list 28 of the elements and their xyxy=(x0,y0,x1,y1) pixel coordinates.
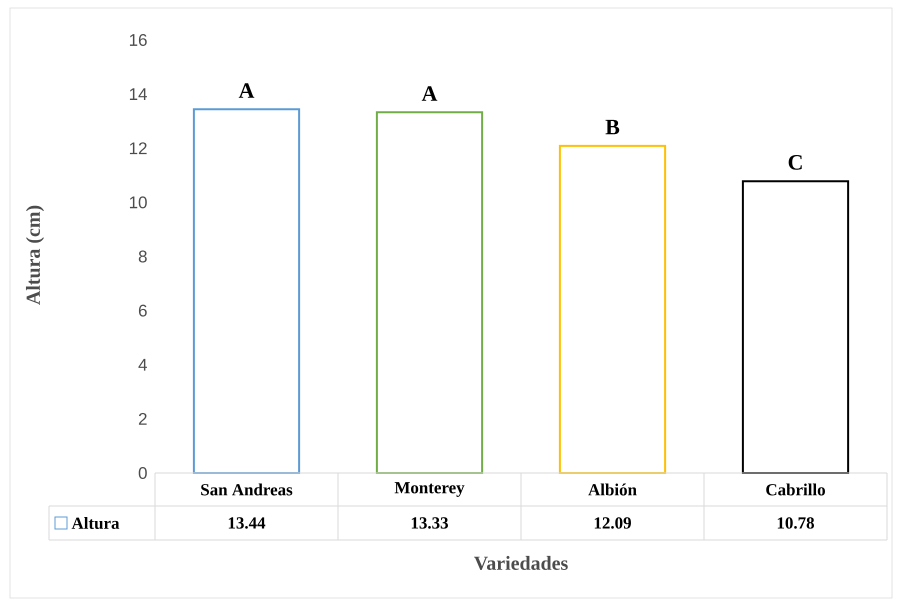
x-tick-label: San Andreas xyxy=(201,484,292,496)
x-tick-label: Monterey xyxy=(394,482,464,497)
y-tick-label: 10 xyxy=(130,196,147,208)
bar xyxy=(192,108,300,474)
annotation: C xyxy=(788,155,802,170)
x-tick-label: Albión xyxy=(588,484,637,496)
bar xyxy=(742,180,850,474)
x-axis-title: Variedades xyxy=(474,556,568,570)
y-tick-label: 6 xyxy=(138,304,147,317)
y-tick-label: 12 xyxy=(130,142,147,154)
y-tick-label: 14 xyxy=(130,88,147,100)
data-label: 10.78 xyxy=(778,517,814,529)
data-label: 13.44 xyxy=(228,517,266,529)
legend-label: Altura xyxy=(72,517,120,529)
y-tick-label: 2 xyxy=(138,412,147,425)
y-axis-title: Altura (cm) xyxy=(26,206,44,305)
annotation: B xyxy=(606,120,620,134)
data-label: 13.33 xyxy=(412,517,448,529)
y-tick-label: 4 xyxy=(138,358,147,371)
bar xyxy=(558,144,666,474)
data-label: 12.09 xyxy=(594,517,631,529)
y-tick-label: 0 xyxy=(138,467,147,479)
bar xyxy=(376,111,484,474)
annotation: A xyxy=(422,86,438,101)
x-tick-label: Cabrillo xyxy=(766,484,825,496)
y-tick-label: 8 xyxy=(138,250,147,262)
y-tick-label: 16 xyxy=(130,34,147,46)
annotation: A xyxy=(238,83,254,98)
